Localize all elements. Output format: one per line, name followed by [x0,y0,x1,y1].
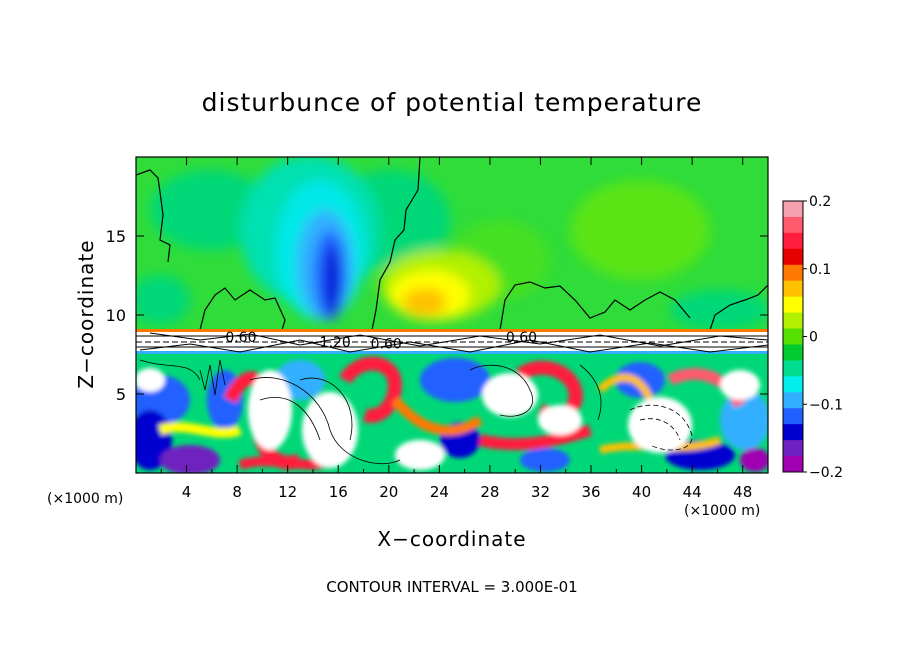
colorbar-swatch [783,456,803,473]
x-tick-label: 20 [379,483,398,501]
colorbar-swatch [783,360,803,377]
colorbar-swatch [783,296,803,314]
contour-label: 0.60 [225,330,256,346]
x-tick-label: 8 [232,483,242,501]
x-unit-right: (×1000 m) [684,503,761,519]
y-tick-label: 10 [106,306,126,325]
x-tick-label: 32 [531,483,550,501]
x-tick-label: 36 [581,483,600,501]
colorbar-swatch [783,392,803,409]
colorbar-swatch [783,440,803,457]
upper-contours [136,157,768,331]
x-tick-label: 40 [632,483,651,501]
colorbar-swatch [783,216,803,234]
y-tick-label: 15 [106,227,126,246]
colorbar-swatch [783,264,803,282]
colorbar-tick-label: 0 [809,330,818,346]
colorbar-swatch [783,424,803,441]
contour-interval-note: CONTOUR INTERVAL = 3.000E-01 [326,578,578,596]
y-axis-label: Z−coordinate [74,239,98,389]
contour-label: 0.60 [506,330,537,346]
colorbar-swatch [783,232,803,250]
colorbar-tick-label: −0.2 [809,465,843,481]
x-tick-label: 48 [733,483,752,501]
colorbar-swatch [783,344,803,361]
x-tick-label: 4 [182,483,192,501]
colorbar: 0.2 0.1 0 −0.1 −0.2 [782,194,843,481]
colorbar-swatch [783,408,803,425]
x-tick-label: 28 [480,483,499,501]
colorbar-tick-label: 0.2 [809,194,831,210]
lower-contours [139,359,693,464]
colorbar-swatch [783,328,803,345]
y-tick-label: 5 [116,385,126,404]
contour-label: −1.20 [308,335,351,351]
heatmap-field [136,157,768,473]
colorbar-tick-label: 0.1 [809,262,831,278]
x-tick-label: 24 [430,483,449,501]
contour-label-layer: 0.60 −1.20 0.60 0.60 [225,330,537,352]
colorbar-swatch [783,201,803,218]
colorbar-swatch [783,376,803,393]
x-tick-label: 16 [329,483,348,501]
chart-title: disturbunce of potential temperature [201,88,703,117]
x-unit-left: (×1000 m) [47,491,124,507]
colorbar-tick-label: −0.1 [809,397,843,413]
colorbar-swatch [783,280,803,298]
colorbar-swatch [783,312,803,330]
x-axis-label: X−coordinate [377,527,527,551]
contour-label: 0.60 [371,336,402,352]
x-tick-label: 12 [278,483,297,501]
colorbar-swatch [783,248,803,266]
interface-contours [136,332,768,353]
x-tick-label: 44 [683,483,702,501]
